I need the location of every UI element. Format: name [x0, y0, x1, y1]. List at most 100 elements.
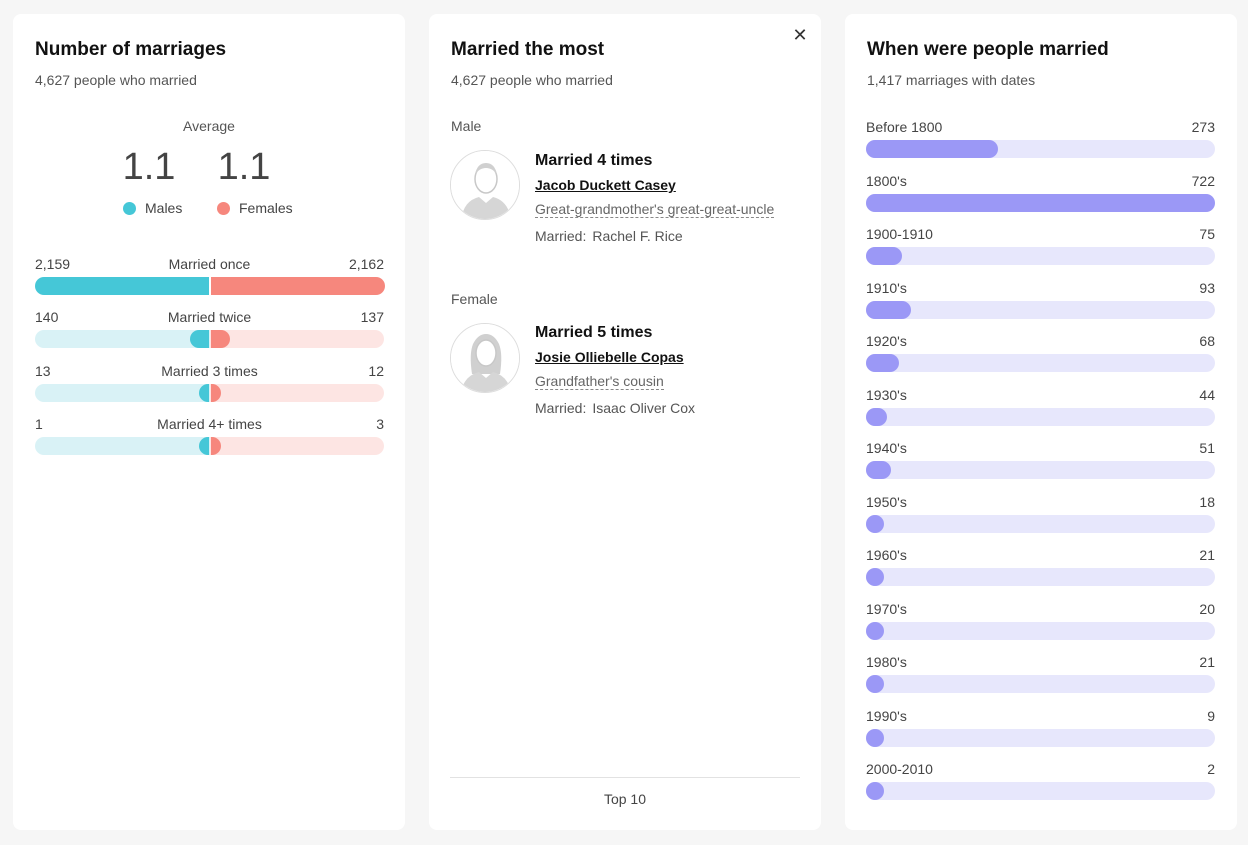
female-track	[209, 384, 384, 402]
marriage-count-row: 140 Married twice 137	[35, 309, 384, 348]
male-silhouette-icon	[451, 151, 519, 219]
married-label: Married:	[535, 228, 587, 244]
card-title: When were people married	[867, 39, 1109, 60]
number-of-marriages-card: Number of marriages 4,627 people who mar…	[13, 14, 405, 830]
female-fill	[210, 437, 221, 455]
male-person: Married 4 times Jacob Duckett Casey Grea…	[535, 152, 795, 244]
decade-bar-track	[866, 782, 1215, 800]
decade-label: 1980's	[866, 654, 907, 670]
decade-bar-fill	[866, 407, 887, 426]
male-avatar	[450, 150, 520, 220]
decade-label: Before 1800	[866, 119, 943, 135]
decade-bar-fill	[866, 728, 884, 747]
decade-bar-fill	[866, 247, 902, 265]
footer-divider	[450, 777, 800, 778]
decade-bar-fill	[866, 461, 891, 479]
decade-bar-track	[866, 568, 1215, 586]
male-fill	[34, 277, 209, 295]
decade-label: 1920's	[866, 333, 907, 349]
decade-row: 1800's 722	[866, 173, 1215, 212]
row-label: Married twice	[167, 309, 252, 325]
decade-row: 1940's 51	[866, 440, 1215, 479]
male-count: 2,159	[35, 256, 71, 272]
decade-count: 75	[1199, 226, 1215, 242]
male-relation-link[interactable]: Great-grandmother's great-great-uncle	[535, 201, 775, 218]
average-female-value: 1.1	[217, 146, 271, 188]
decade-count: 68	[1199, 333, 1215, 349]
marriage-count-row: 1 Married 4+ times 3	[35, 416, 384, 455]
marriage-count-bar	[34, 277, 385, 295]
female-count: 3	[376, 416, 384, 432]
male-track	[35, 384, 210, 402]
decade-row: 1950's 18	[866, 494, 1215, 533]
decade-label: 1960's	[866, 547, 907, 563]
male-count: 1	[35, 416, 43, 432]
spouse-name: Rachel F. Rice	[592, 228, 683, 244]
male-married-times: Married 4 times	[535, 152, 653, 169]
average-label: Average	[183, 118, 235, 134]
card-subtitle: 4,627 people who married	[35, 72, 197, 88]
male-track	[34, 277, 210, 295]
male-track	[35, 437, 210, 455]
female-person-name-link[interactable]: Josie Olliebelle Copas	[535, 349, 684, 365]
decade-label: 1910's	[866, 279, 907, 296]
decade-count: 722	[1191, 172, 1215, 189]
card-title: Married the most	[451, 39, 605, 60]
decade-row: 1930's 44	[866, 387, 1215, 426]
decade-count: 93	[1199, 279, 1215, 296]
legend-females-label: Females	[239, 200, 293, 216]
married-the-most-card: Married the most 4,627 people who marrie…	[429, 14, 821, 830]
decade-row: 1990's 9	[866, 708, 1215, 747]
decade-label: 1950's	[866, 493, 907, 510]
decade-bar-fill	[866, 300, 911, 319]
female-avatar	[450, 323, 520, 393]
decade-bar-track	[866, 193, 1215, 212]
top-10-link[interactable]: Top 10	[603, 791, 647, 807]
decade-bar-track	[866, 514, 1215, 533]
section-male-label: Male	[451, 118, 482, 134]
decade-count: 18	[1199, 493, 1215, 510]
decade-bar-track	[866, 675, 1215, 693]
decade-row: 1920's 68	[866, 333, 1215, 372]
decade-label: 1930's	[866, 386, 907, 403]
decade-row: 1910's 93	[866, 280, 1215, 319]
male-count: 13	[35, 363, 51, 379]
decade-bar-track	[866, 407, 1215, 426]
card-subtitle: 1,417 marriages with dates	[867, 72, 1036, 88]
female-track	[210, 277, 385, 295]
male-person-name-link[interactable]: Jacob Duckett Casey	[535, 177, 676, 193]
female-fill	[210, 277, 385, 295]
female-spouse-line: Married: Isaac Oliver Cox	[535, 400, 795, 416]
marriage-count-bar	[35, 437, 384, 455]
male-spouse-line: Married: Rachel F. Rice	[535, 228, 795, 244]
marriage-count-row: 13 Married 3 times 12	[35, 363, 384, 402]
average-male-value: 1.1	[122, 146, 176, 188]
decade-bar-track	[866, 728, 1215, 747]
decade-label: 1970's	[866, 600, 907, 617]
female-count: 12	[368, 363, 384, 379]
card-subtitle: 4,627 people who married	[451, 72, 613, 88]
decade-row: 1970's 20	[866, 601, 1215, 640]
decade-bar-fill	[866, 140, 998, 158]
marriage-count-row: 2,159 Married once 2,162	[34, 256, 385, 295]
female-relation-link[interactable]: Grandfather's cousin	[535, 373, 664, 390]
decade-bar-track	[866, 247, 1215, 265]
male-fill	[189, 330, 209, 348]
decade-row: 2000-2010 2	[866, 761, 1215, 800]
decade-bar-track	[866, 140, 1215, 158]
male-fill	[198, 437, 209, 455]
marriage-count-bar	[35, 330, 384, 348]
close-icon[interactable]: ✕	[792, 25, 808, 45]
males-dot-icon	[123, 201, 136, 215]
decade-bar-fill	[866, 675, 884, 693]
decade-count: 44	[1199, 386, 1215, 403]
section-female-label: Female	[451, 291, 498, 307]
decade-count: 21	[1199, 547, 1215, 563]
legend-females: Females	[217, 200, 293, 216]
male-fill	[198, 384, 209, 402]
card-title: Number of marriages	[35, 39, 227, 60]
decade-count: 273	[1191, 119, 1215, 135]
male-track	[35, 330, 210, 348]
row-label: Married 3 times	[161, 363, 258, 379]
female-silhouette-icon	[451, 324, 519, 392]
